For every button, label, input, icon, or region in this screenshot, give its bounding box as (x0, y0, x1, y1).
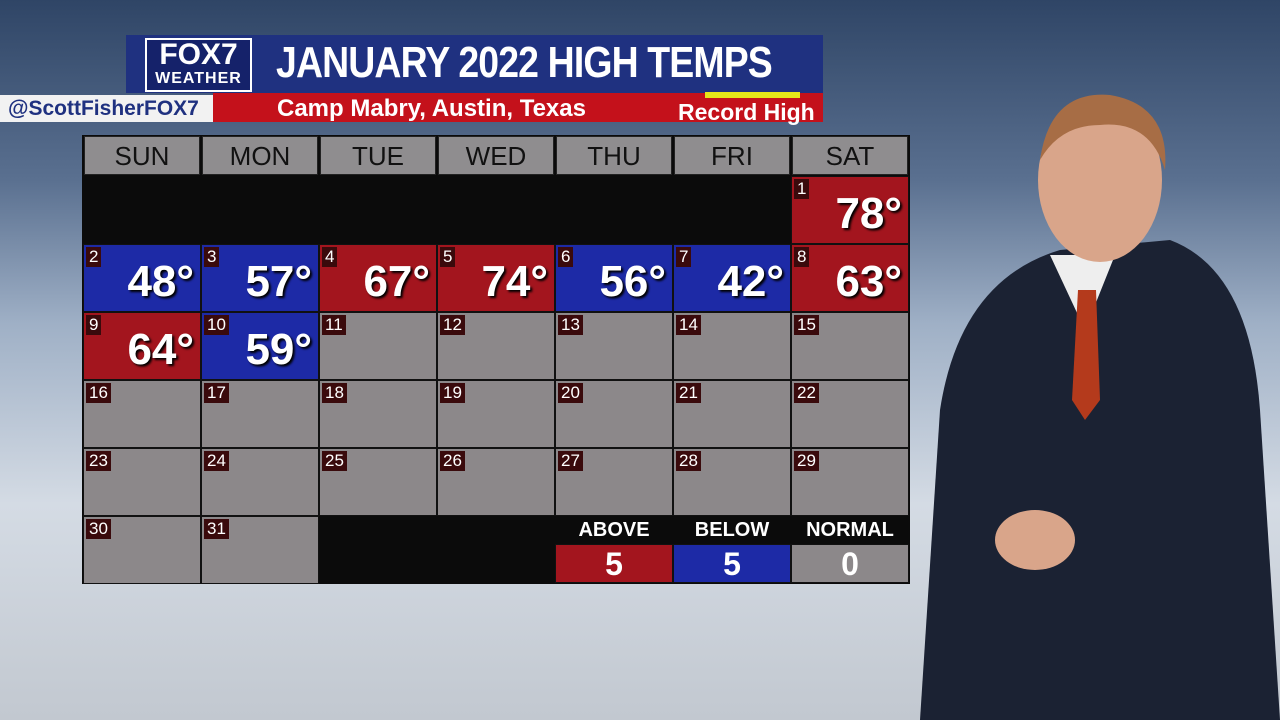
day-cell: 24 (201, 448, 319, 516)
day-number: 8 (794, 247, 810, 267)
day-cell: 2 48° (83, 244, 201, 312)
day-number: 16 (86, 383, 111, 403)
day-cell: 17 (201, 380, 319, 448)
weekday: THU (556, 136, 672, 175)
day-number: 28 (676, 451, 701, 471)
day-cell: 9 64° (83, 312, 201, 380)
day-cell: 22 (791, 380, 909, 448)
legend: Record High (678, 99, 815, 125)
summary-label: BELOW (694, 519, 770, 541)
day-temp: 63° (835, 257, 902, 306)
day-cell: 11 (319, 312, 437, 380)
subtitle: Camp Mabry, Austin, Texas (277, 95, 586, 122)
title: JANUARY 2022 HIGH TEMPS (276, 38, 773, 87)
day-cell: 10 59° (201, 312, 319, 380)
day-number: 21 (676, 383, 701, 403)
day-number: 25 (322, 451, 347, 471)
weekday: TUE (320, 136, 436, 175)
day-cell: 27 (555, 448, 673, 516)
day-cell: 31 (201, 516, 319, 584)
summary-value: 0 (791, 544, 909, 583)
day-temp: 59° (245, 325, 312, 374)
day-number: 20 (558, 383, 583, 403)
day-number: 13 (558, 315, 583, 335)
weekday: MON (202, 136, 318, 175)
day-temp: 67° (363, 257, 430, 306)
calendar: SUN MON TUE WED THU FRI SAT 1 78° 2 48° 3 57° 4 67° 5 74… (82, 135, 910, 584)
day-temp: 74° (481, 257, 548, 306)
day-number: 30 (86, 519, 111, 539)
day-number: 9 (86, 315, 102, 335)
day-number: 1 (794, 179, 810, 199)
day-cell: 12 (437, 312, 555, 380)
logo-sub: WEATHER (155, 70, 242, 87)
day-number: 15 (794, 315, 819, 335)
day-number: 2 (86, 247, 102, 267)
day-number: 11 (322, 315, 346, 335)
day-cell: 6 56° (555, 244, 673, 312)
day-cell: 30 (83, 516, 201, 584)
presenter (920, 94, 1280, 720)
day-temp: 48° (127, 257, 194, 306)
day-temp: 57° (245, 257, 312, 306)
day-number: 10 (204, 315, 229, 335)
summary-label: ABOVE (578, 519, 650, 541)
day-number: 27 (558, 451, 583, 471)
day-cell: 20 (555, 380, 673, 448)
logo: FOX7 WEATHER (145, 38, 252, 92)
legend-swatch (705, 92, 800, 98)
day-number: 12 (440, 315, 465, 335)
day-cell: 29 (791, 448, 909, 516)
day-number: 7 (676, 247, 692, 267)
summary-value: 5 (673, 544, 791, 583)
summary-label: NORMAL (806, 519, 894, 541)
day-number: 26 (440, 451, 465, 471)
day-temp: 56° (599, 257, 666, 306)
day-cell: 16 (83, 380, 201, 448)
day-number: 22 (794, 383, 819, 403)
weekday: SAT (792, 136, 908, 175)
day-cell: 25 (319, 448, 437, 516)
day-number: 4 (322, 247, 338, 267)
day-cell: 5 74° (437, 244, 555, 312)
day-cell: 28 (673, 448, 791, 516)
day-cell: 4 67° (319, 244, 437, 312)
day-cell: 7 42° (673, 244, 791, 312)
day-number: 14 (676, 315, 701, 335)
handle: @ScottFisherFOX7 (0, 95, 213, 122)
day-cell: 15 (791, 312, 909, 380)
day-number: 17 (204, 383, 229, 403)
day-cell: 14 (673, 312, 791, 380)
weekday: SUN (84, 136, 200, 175)
day-number: 19 (440, 383, 465, 403)
day-temp: 42° (717, 257, 784, 306)
day-cell: 3 57° (201, 244, 319, 312)
day-number: 3 (204, 247, 220, 267)
day-number: 5 (440, 247, 456, 267)
day-cell: 23 (83, 448, 201, 516)
day-cell: 26 (437, 448, 555, 516)
day-number: 24 (204, 451, 229, 471)
day-number: 23 (86, 451, 111, 471)
logo-text: FOX7 (159, 38, 238, 71)
day-cell: 13 (555, 312, 673, 380)
day-cell: 1 78° (791, 176, 909, 244)
day-number: 29 (794, 451, 819, 471)
day-number: 31 (204, 519, 229, 539)
day-cell: 21 (673, 380, 791, 448)
day-temp: 78° (835, 189, 902, 238)
day-cell: 18 (319, 380, 437, 448)
day-cell: 19 (437, 380, 555, 448)
day-temp: 64° (127, 325, 194, 374)
weekday: WED (438, 136, 554, 175)
day-number: 18 (322, 383, 347, 403)
summary-value: 5 (555, 544, 673, 583)
day-number: 6 (558, 247, 574, 267)
weekday: FRI (674, 136, 790, 175)
day-cell: 8 63° (791, 244, 909, 312)
